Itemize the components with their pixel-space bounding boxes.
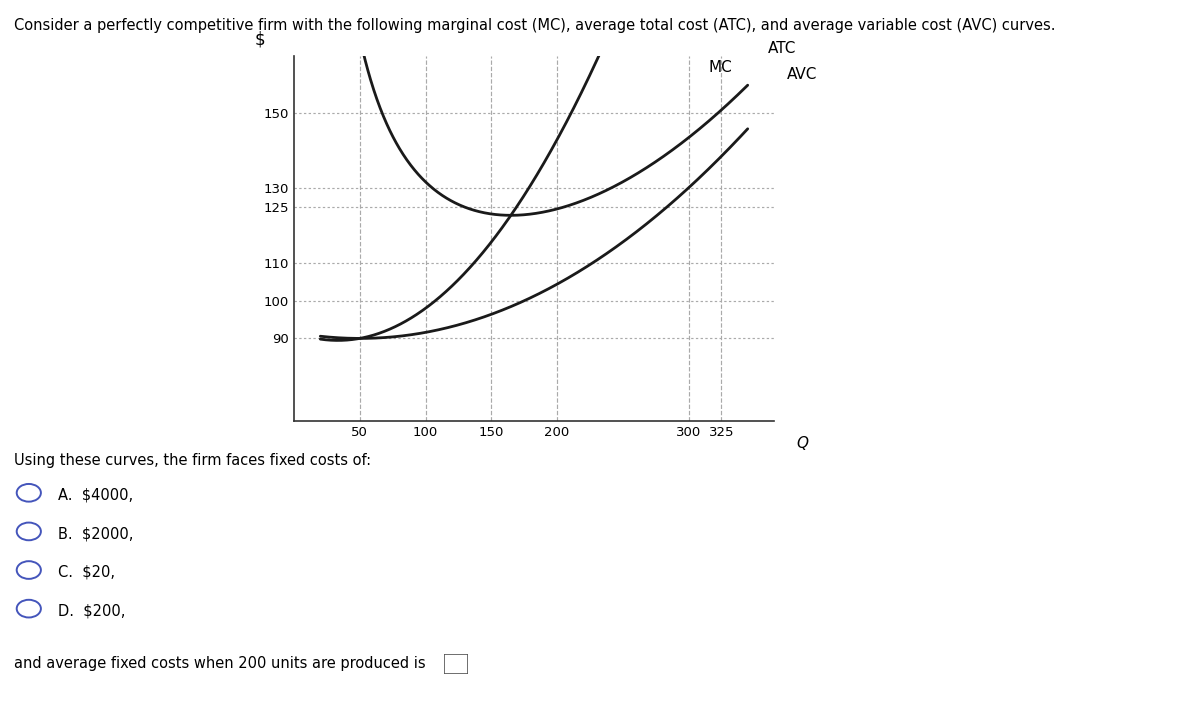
Text: Q: Q (797, 436, 809, 451)
FancyBboxPatch shape (444, 654, 468, 674)
Text: D.  $200,: D. $200, (58, 603, 125, 618)
Text: Consider a perfectly competitive firm with the following marginal cost (MC), ave: Consider a perfectly competitive firm wi… (14, 18, 1056, 32)
Text: C.  $20,: C. $20, (58, 564, 115, 580)
Text: ATC: ATC (768, 41, 797, 55)
Text: B.  $2000,: B. $2000, (58, 526, 133, 541)
Text: Using these curves, the firm faces fixed costs of:: Using these curves, the firm faces fixed… (14, 453, 372, 468)
Text: A.  $4000,: A. $4000, (58, 487, 133, 503)
Text: MC: MC (708, 60, 732, 74)
Text: $: $ (256, 31, 265, 49)
Text: and average fixed costs when 200 units are produced is: and average fixed costs when 200 units a… (14, 656, 426, 671)
Text: AVC: AVC (787, 67, 817, 81)
